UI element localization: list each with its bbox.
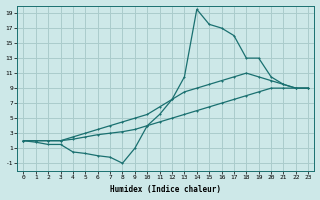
X-axis label: Humidex (Indice chaleur): Humidex (Indice chaleur) <box>110 185 221 194</box>
